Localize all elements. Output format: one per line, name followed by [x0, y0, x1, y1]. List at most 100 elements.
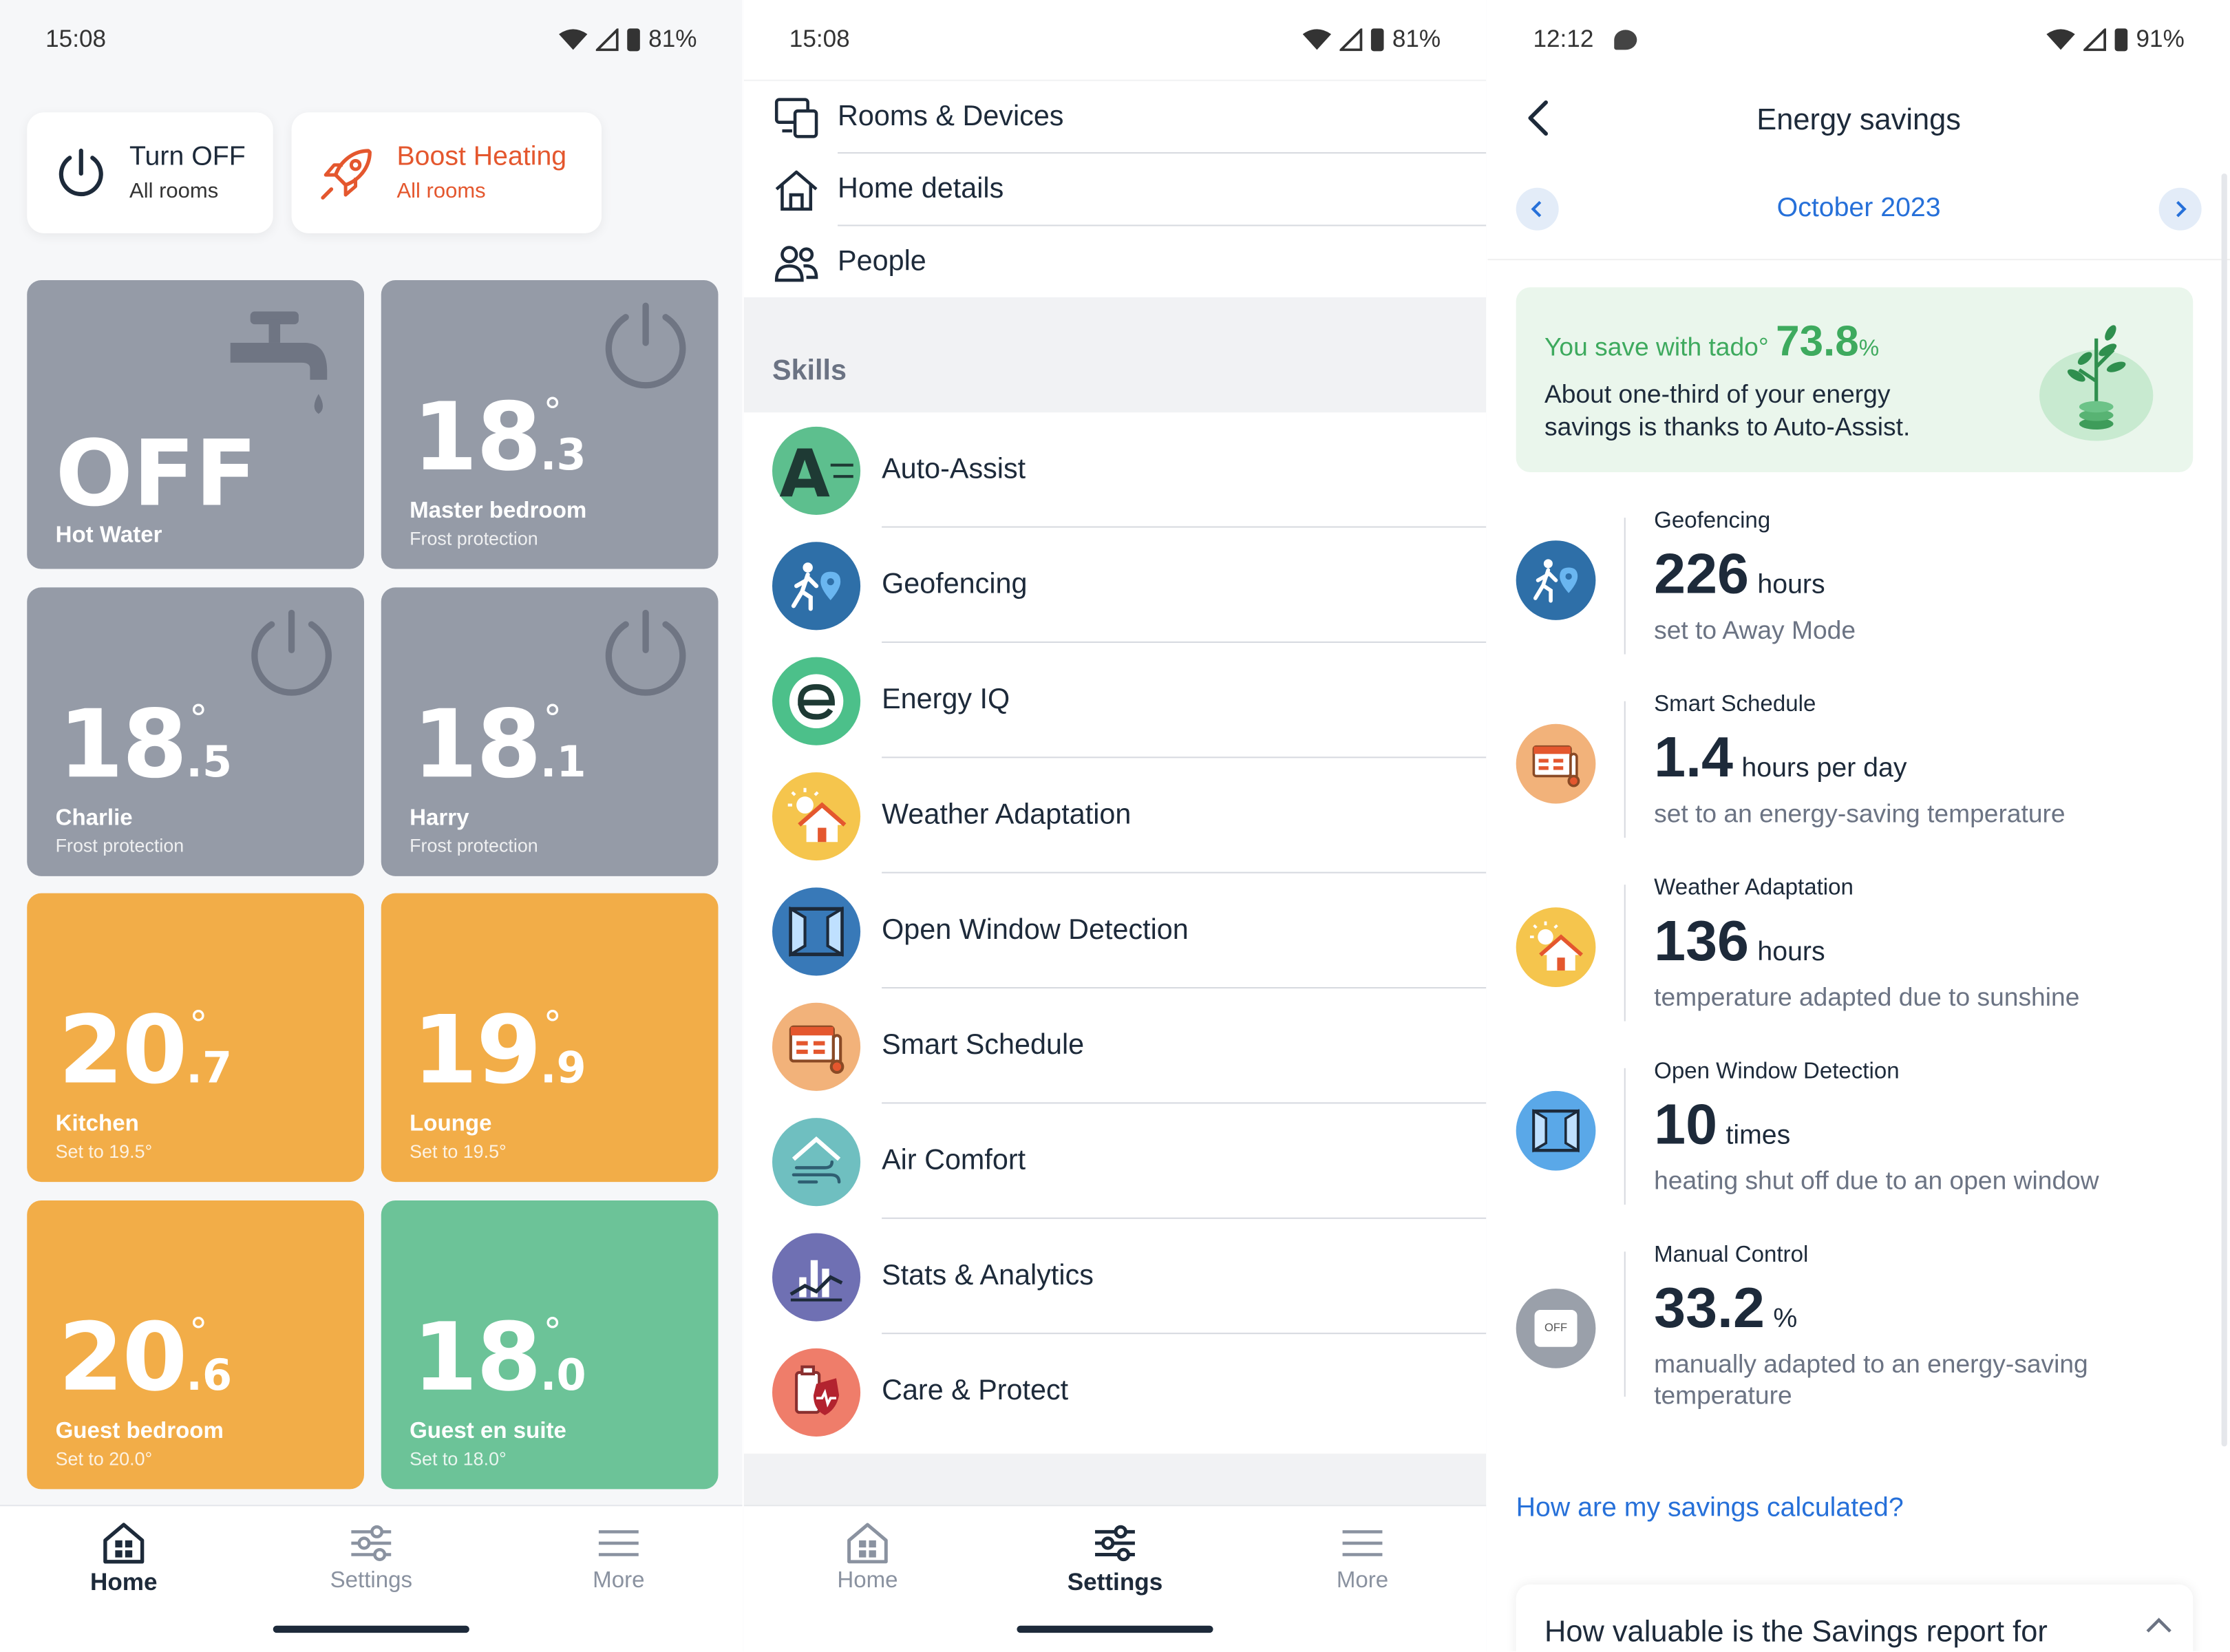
savings-calculation-link[interactable]: How are my savings calculated? — [1516, 1493, 1904, 1524]
power-icon — [605, 302, 686, 389]
nav-more-label: More — [593, 1569, 645, 1593]
turn-off-all-button[interactable]: Turn OFF All rooms — [27, 112, 273, 233]
skill-label: Stats & Analytics — [882, 1260, 1094, 1292]
room-status: Frost protection — [410, 834, 538, 856]
page-header: Energy savings October 2023 — [1487, 79, 2230, 260]
battery-level: 81% — [648, 25, 697, 53]
nav-settings-label: Settings — [330, 1569, 413, 1593]
room-name: Kitchen — [55, 1112, 139, 1136]
geofencing-icon — [791, 562, 841, 611]
boost-sub: All rooms — [396, 179, 486, 204]
savings-description: About one-third of your energy savings i… — [1544, 379, 1911, 441]
rocket-icon — [321, 148, 372, 199]
svg-text:A: A — [779, 436, 830, 512]
skill-smart-schedule[interactable]: Smart Schedule — [744, 988, 1487, 1104]
room-tile-harry[interactable]: 18.1 ° Harry Frost protection — [381, 587, 719, 876]
room-tile-lounge[interactable]: 19.9 ° Lounge Set to 19.5° — [381, 893, 719, 1183]
room-tile-master-bedroom[interactable]: 18.3 ° Master bedroom Frost protection — [381, 280, 719, 569]
skill-open-window-detection[interactable]: Open Window Detection — [744, 873, 1487, 989]
skill-geofencing[interactable]: Geofencing — [744, 528, 1487, 643]
room-tile-guest-bedroom[interactable]: 20.6 ° Guest bedroom Set to 20.0° — [27, 1200, 364, 1490]
skill-label: Geofencing — [882, 569, 1028, 600]
analytics-icon — [789, 1260, 843, 1302]
room-status: Set to 18.0° — [410, 1448, 507, 1470]
devices-icon — [774, 97, 818, 138]
nav-home[interactable]: Home — [782, 1521, 953, 1594]
status-time: 15:08 — [789, 25, 850, 53]
room-name: Hot Water — [55, 523, 162, 548]
energy-savings-screen: 12:12 91% Energy savings October 2023 Yo… — [1487, 0, 2230, 1651]
home-icon — [847, 1523, 888, 1564]
energy-iq-icon — [789, 674, 844, 728]
nav-more[interactable]: More — [1277, 1521, 1448, 1594]
boost-label: Boost Heating — [396, 142, 567, 173]
room-name: Harry — [410, 806, 469, 831]
back-arrow-icon[interactable] — [1522, 100, 1559, 137]
skill-label: Air Comfort — [882, 1145, 1026, 1176]
battery-icon — [2114, 28, 2128, 52]
room-name: Guest bedroom — [55, 1419, 224, 1444]
nav-home-label: Home — [89, 1569, 158, 1596]
chevron-up-icon[interactable] — [2145, 1616, 2173, 1635]
nav-home[interactable]: Home — [39, 1521, 209, 1598]
menu-home-details[interactable]: Home details — [744, 153, 1487, 226]
stat-weather-adaptation: Weather Adaptation 136 hours temperature … — [1487, 876, 2230, 1058]
prev-month-button[interactable] — [1516, 187, 1559, 231]
nav-more[interactable]: More — [533, 1521, 704, 1594]
next-month-button[interactable] — [2158, 187, 2202, 231]
room-tile-guest-en-suite[interactable]: 18.0 ° Guest en suite Set to 18.0° — [381, 1200, 719, 1490]
room-tile-kitchen[interactable]: 20.7 ° Kitchen Set to 19.5° — [27, 893, 364, 1183]
skills-list: A Auto-Assist Geofencing Energy IQ Weath… — [743, 412, 1487, 1454]
room-tile-hot-water[interactable]: OFF Hot Water — [27, 280, 364, 569]
wifi-icon — [558, 29, 588, 50]
skill-care-protect[interactable]: Care & Protect — [744, 1334, 1487, 1449]
bottom-nav: Home Settings More — [0, 1505, 743, 1651]
battery-level: 81% — [1392, 25, 1441, 53]
stat-geofencing: Geofencing 226 hours set to Away Mode — [1487, 509, 2230, 691]
power-icon — [605, 609, 686, 696]
hot-water-state: OFF — [55, 422, 257, 528]
battery-level: 91% — [2136, 25, 2185, 53]
plant-coins-icon — [2039, 325, 2154, 441]
stat-description: temperature adapted due to sunshine — [1654, 982, 2080, 1012]
stat-manual-control: OFF Manual Control 33.2% manually adapte… — [1487, 1243, 2230, 1425]
status-time: 15:08 — [45, 25, 107, 53]
wifi-icon — [1302, 29, 1331, 50]
chat-icon — [1613, 30, 1637, 50]
stat-heading: Open Window Detection — [1654, 1059, 1900, 1084]
skill-energy-iq[interactable]: Energy IQ — [744, 643, 1487, 759]
off-switch-icon: OFF — [1534, 1310, 1578, 1347]
room-name: Charlie — [55, 806, 133, 831]
skill-label: Weather Adaptation — [882, 799, 1132, 831]
room-status: Frost protection — [55, 834, 184, 856]
skill-auto-assist[interactable]: A Auto-Assist — [744, 412, 1487, 528]
status-time: 12:12 — [1533, 25, 1594, 53]
boost-heating-button[interactable]: Boost Heating All rooms — [291, 112, 602, 233]
stat-description: set to Away Mode — [1654, 615, 1856, 645]
home-screen: 15:08 81% Turn OFF All rooms Boost Heati… — [0, 0, 743, 1651]
home-settings-list: Rooms & Devices Home details People — [743, 81, 1487, 299]
room-tile-charlie[interactable]: 18.5 ° Charlie Frost protection — [27, 587, 364, 876]
gesture-handle — [1017, 1625, 1213, 1633]
status-bar: 12:12 91% — [1487, 0, 2230, 80]
stat-description: set to an energy-saving temperature — [1654, 799, 2066, 828]
weather-house-icon — [787, 787, 847, 843]
nav-settings[interactable]: Settings — [1030, 1521, 1200, 1598]
skill-stats-analytics[interactable]: Stats & Analytics — [744, 1219, 1487, 1335]
stat-value: 10 times — [1654, 1093, 1791, 1156]
menu-label: People — [838, 246, 926, 277]
skill-weather-adaptation[interactable]: Weather Adaptation — [744, 758, 1487, 873]
skill-label: Energy IQ — [882, 684, 1010, 716]
nav-settings[interactable]: Settings — [286, 1521, 456, 1594]
room-temperature: 18.5 ° — [58, 690, 233, 800]
feedback-card[interactable]: How valuable is the Savings report for — [1516, 1584, 2194, 1651]
scrollbar[interactable] — [2221, 173, 2227, 1447]
menu-rooms-devices[interactable]: Rooms & Devices — [744, 81, 1487, 154]
schedule-icon — [1532, 745, 1580, 787]
skill-air-comfort[interactable]: Air Comfort — [744, 1103, 1487, 1219]
room-status: Frost protection — [410, 527, 538, 549]
room-temperature: 18.1 ° — [412, 690, 586, 800]
room-temperature: 18.0 ° — [412, 1302, 586, 1412]
menu-people[interactable]: People — [744, 226, 1487, 299]
house-icon — [775, 169, 818, 210]
